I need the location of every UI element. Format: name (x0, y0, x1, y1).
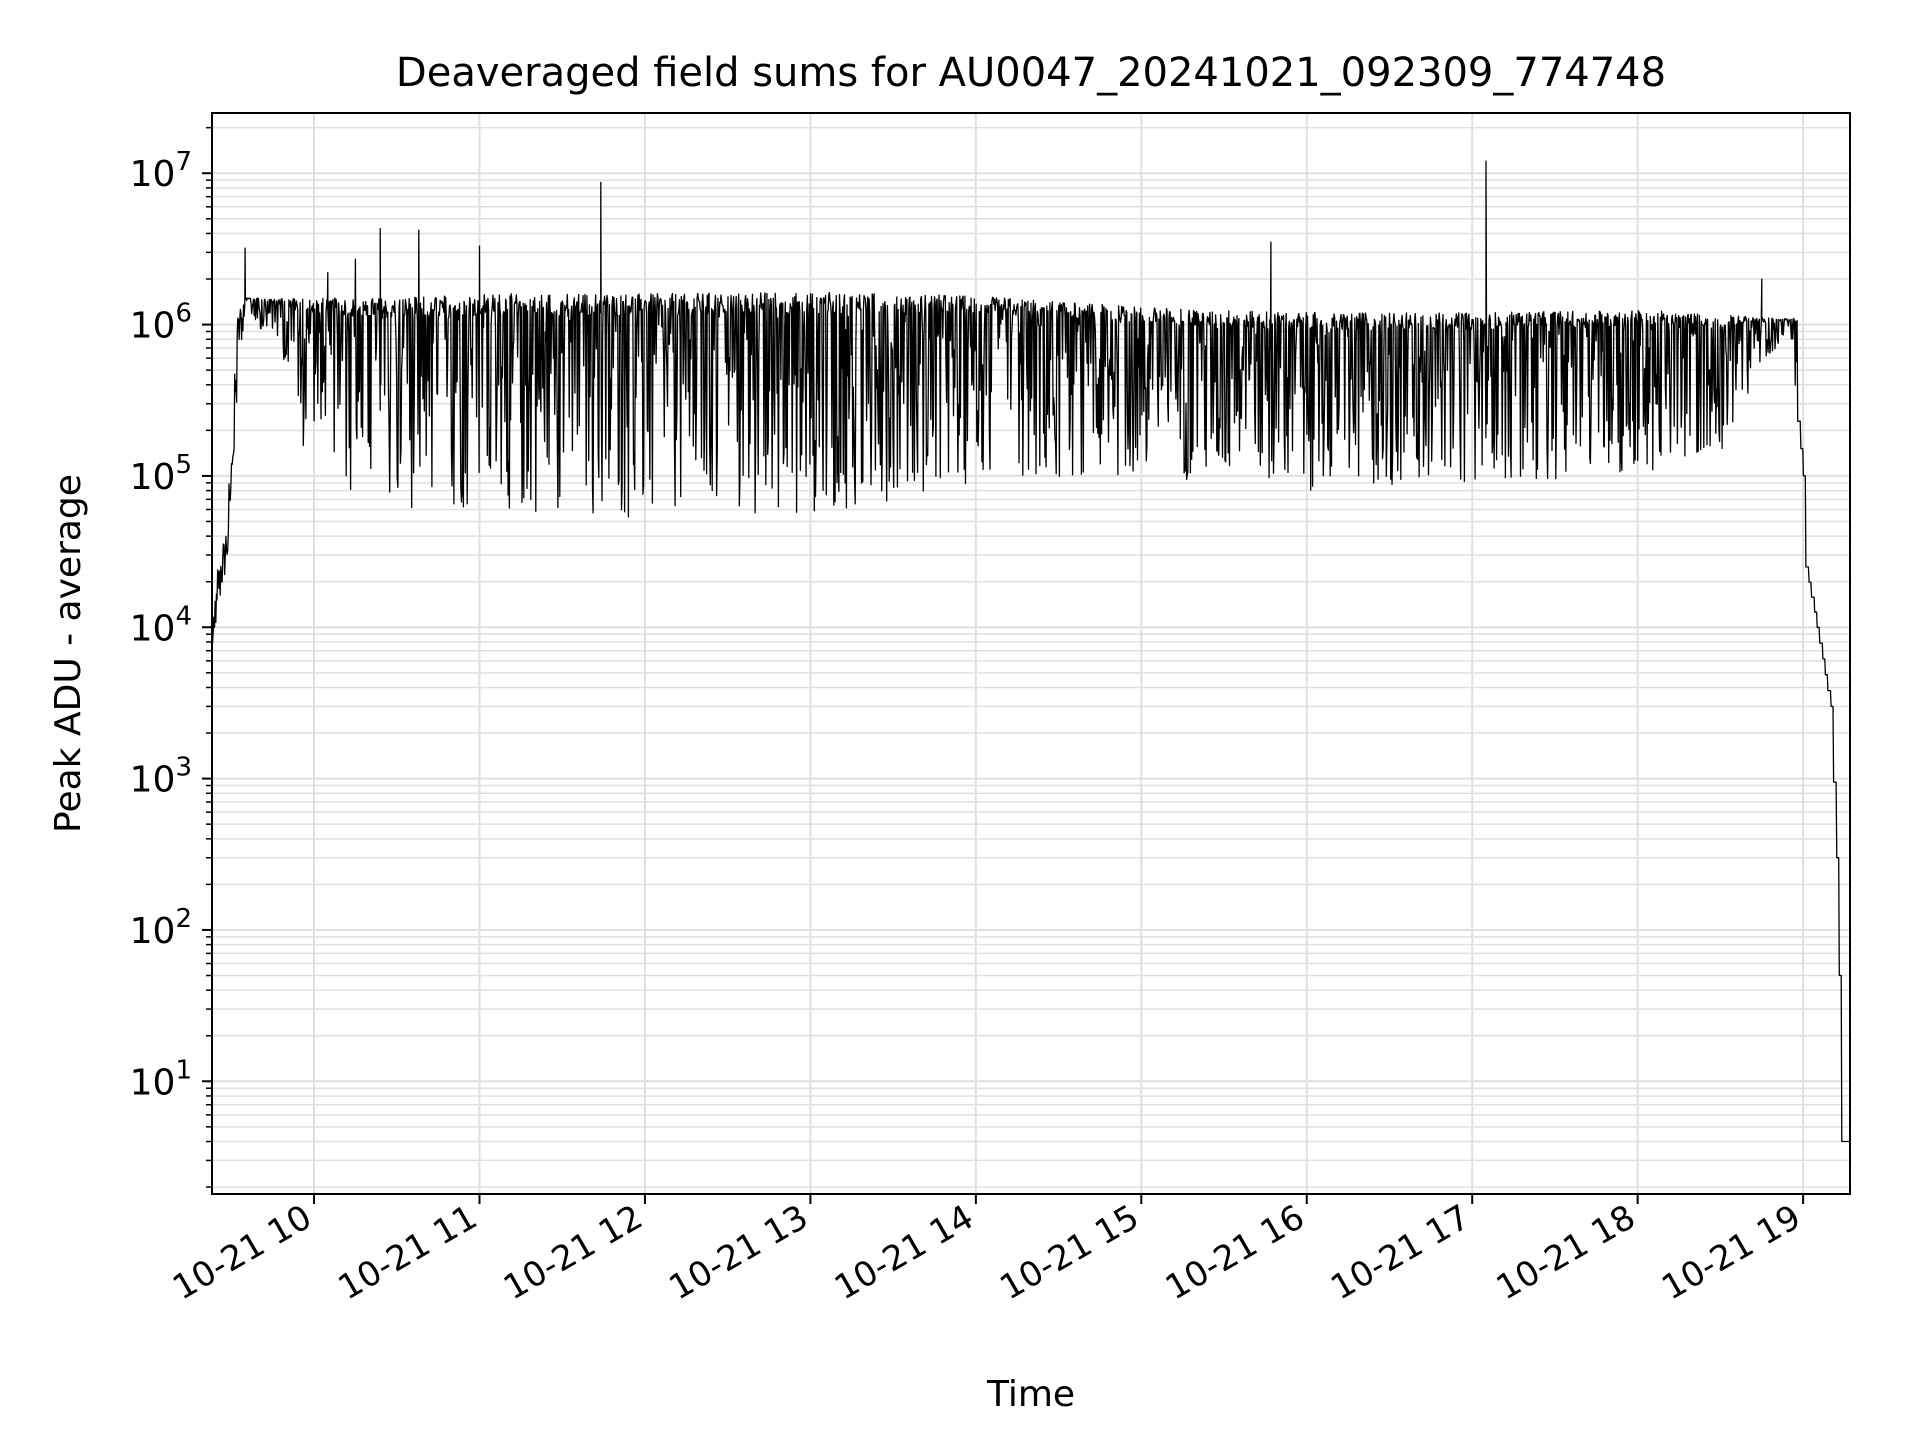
y-tick-base: 10 (130, 306, 176, 347)
series-line (211, 160, 1851, 1143)
y-tick-label: 107 (130, 147, 192, 195)
x-axis-label: Time (986, 1374, 1075, 1415)
y-tick-base: 10 (130, 154, 176, 195)
y-tick-exponent: 3 (175, 753, 192, 783)
y-tick-base: 10 (130, 1062, 176, 1103)
y-tick-exponent: 1 (175, 1055, 192, 1085)
y-tick-base: 10 (130, 760, 176, 801)
y-tick-exponent: 6 (175, 299, 192, 329)
y-tick-base: 10 (130, 911, 176, 952)
y-tick-label: 103 (130, 753, 192, 801)
grid (212, 113, 1850, 1194)
data-series (211, 160, 1851, 1143)
y-tick-exponent: 7 (175, 147, 192, 177)
y-tick-exponent: 4 (175, 601, 192, 631)
y-tick-exponent: 2 (175, 904, 192, 934)
y-tick-label: 101 (130, 1055, 192, 1103)
y-axis-label: Peak ADU - average (48, 474, 89, 833)
y-tick-base: 10 (130, 608, 176, 649)
y-tick-base: 10 (130, 457, 176, 498)
y-tick-exponent: 5 (175, 450, 192, 480)
chart-title: Deaveraged field sums for AU0047_2024102… (396, 50, 1666, 96)
y-tick-label: 104 (130, 601, 192, 649)
y-tick-label: 102 (130, 904, 192, 952)
plot-frame (211, 112, 1851, 1195)
y-tick-label: 106 (130, 299, 192, 347)
y-tick-label: 105 (130, 450, 192, 498)
